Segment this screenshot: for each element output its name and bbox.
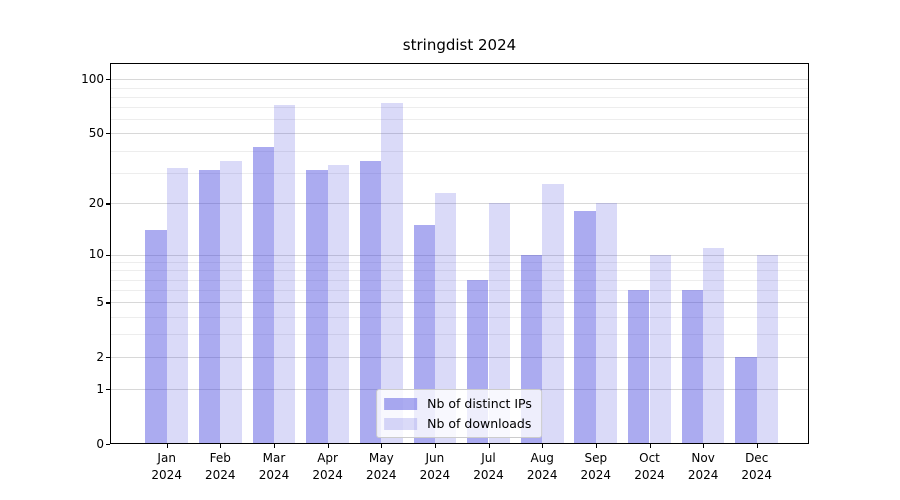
- x-tick-label-dec-2024: Dec 2024: [741, 451, 772, 482]
- chart-title: stringdist 2024: [402, 36, 517, 54]
- y-tick-label-10: 10: [88, 247, 104, 261]
- x-tick-label-nov-2024: Nov 2024: [687, 451, 719, 482]
- y-tick-10: [106, 254, 110, 256]
- legend-label-downloads: Nb of downloads: [427, 416, 532, 431]
- gridline-minor-60: [111, 119, 808, 121]
- x-tick-jul: [488, 444, 490, 448]
- x-tick-label-may-2024: May 2024: [366, 451, 397, 482]
- bar-nb-of-downloads-may: [381, 102, 403, 443]
- gridline-major-20: [111, 203, 808, 205]
- bar-nb-of-downloads-jul: [488, 203, 510, 443]
- x-tick-aug: [542, 444, 544, 448]
- legend-item-distinct-ips: Nb of distinct IPs: [384, 396, 532, 411]
- bar-nb-of-downloads-aug: [542, 183, 564, 443]
- bar-nb-of-distinct-ips-nov: [681, 290, 704, 443]
- gridline-minor-4: [111, 316, 808, 318]
- gridline-minor-8: [111, 270, 808, 272]
- x-tick-oct: [649, 444, 651, 448]
- bar-nb-of-downloads-sep: [595, 203, 618, 443]
- x-tick-jun: [434, 444, 437, 448]
- x-tick-dec: [756, 444, 758, 448]
- x-tick-label-mar-2024: Mar 2024: [258, 451, 290, 482]
- bar-nb-of-distinct-ips-jan: [145, 230, 167, 443]
- y-tick-5: [106, 302, 110, 304]
- y-tick-label-1: 1: [96, 381, 104, 396]
- gridline-major-100: [111, 79, 808, 81]
- x-tick-label-jan-2024: Jan 2024: [151, 451, 182, 482]
- x-tick-jan: [166, 444, 168, 448]
- x-tick-feb: [220, 444, 222, 448]
- y-tick-2: [106, 357, 110, 359]
- gridline-minor-3: [111, 334, 808, 336]
- y-tick-label-20: 20: [88, 195, 104, 210]
- x-tick-label-aug-2024: Aug 2024: [526, 451, 558, 482]
- y-tick-label-5: 5: [96, 294, 104, 309]
- bar-nb-of-distinct-ips-feb: [198, 170, 221, 443]
- y-tick-100: [106, 79, 110, 81]
- x-tick-apr: [327, 444, 329, 448]
- bar-nb-of-downloads-jun: [434, 192, 457, 443]
- gridline-minor-40: [111, 150, 808, 152]
- bar-nb-of-distinct-ips-sep: [574, 211, 596, 443]
- x-tick-label-jul-2024: Jul 2024: [473, 451, 504, 482]
- x-tick-may: [381, 444, 383, 448]
- bar-nb-of-distinct-ips-jun: [413, 224, 435, 443]
- gridline-major-2: [111, 357, 808, 359]
- bar-nb-of-distinct-ips-oct: [628, 290, 650, 443]
- gridline-minor-80: [111, 96, 808, 98]
- x-tick-nov: [703, 444, 705, 448]
- x-tick-label-oct-2024: Oct 2024: [634, 451, 665, 482]
- bar-nb-of-downloads-jan: [166, 167, 189, 443]
- y-tick-1: [106, 389, 110, 391]
- bar-nb-of-distinct-ips-dec: [735, 357, 757, 443]
- x-tick-label-apr-2024: Apr 2024: [312, 451, 343, 482]
- bar-nb-of-downloads-feb: [220, 160, 242, 443]
- gridline-major-5: [111, 302, 808, 304]
- bar-nb-of-distinct-ips-may: [359, 160, 382, 443]
- legend-item-downloads: Nb of downloads: [384, 416, 532, 431]
- x-tick-label-sep-2024: Sep 2024: [580, 451, 612, 482]
- x-tick-sep: [595, 444, 597, 448]
- y-tick-20: [106, 203, 110, 205]
- gridline-minor-90: [111, 87, 808, 89]
- bar-nb-of-downloads-apr: [327, 165, 349, 443]
- bar-nb-of-distinct-ips-mar: [252, 146, 274, 443]
- gridline-minor-6: [111, 290, 808, 292]
- x-tick-label-feb-2024: Feb 2024: [205, 451, 236, 482]
- y-tick-label-100: 100: [81, 71, 104, 86]
- gridline-minor-70: [111, 107, 808, 109]
- legend-label-distinct-ips: Nb of distinct IPs: [427, 396, 532, 411]
- legend-swatch-downloads-icon: [384, 417, 418, 430]
- legend-swatch-distinct-ips-icon: [384, 397, 418, 410]
- gridline-minor-30: [111, 172, 808, 174]
- y-tick-50: [106, 133, 110, 135]
- x-tick-label-jun-2024: Jun 2024: [419, 451, 451, 482]
- bar-nb-of-distinct-ips-apr: [306, 170, 328, 443]
- y-tick-0: [106, 444, 110, 446]
- gridline-major-10: [111, 254, 808, 256]
- bar-nb-of-downloads-dec: [756, 254, 779, 443]
- bar-nb-of-downloads-mar: [274, 104, 296, 443]
- gridline-major-50: [111, 133, 808, 135]
- y-tick-label-0: 0: [96, 436, 104, 451]
- x-tick-mar: [274, 444, 276, 448]
- bar-nb-of-downloads-nov: [703, 247, 725, 443]
- gridline-minor-7: [111, 279, 808, 281]
- bar-nb-of-downloads-oct: [649, 254, 671, 443]
- gridline-minor-9: [111, 262, 808, 263]
- y-tick-label-50: 50: [88, 125, 104, 140]
- y-tick-label-2: 2: [96, 349, 104, 364]
- legend: Nb of distinct IPs Nb of downloads: [376, 389, 542, 438]
